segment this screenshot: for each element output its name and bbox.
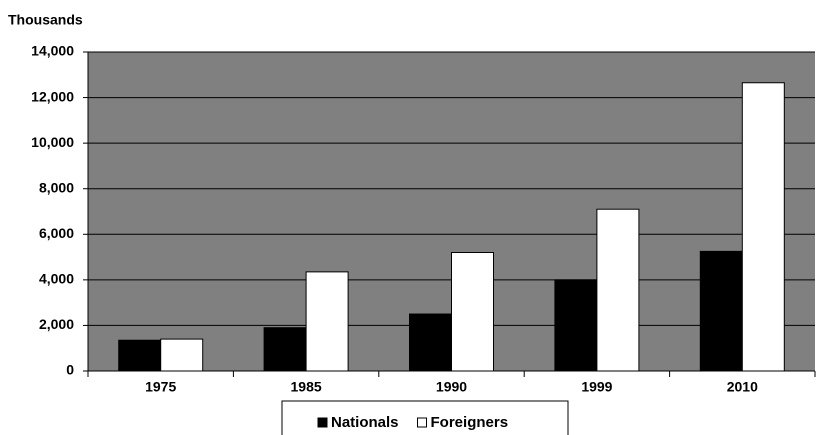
bar — [741, 82, 785, 372]
y-axis-label: Thousands — [8, 12, 83, 28]
bar — [263, 327, 307, 372]
bar — [118, 339, 162, 372]
bar — [305, 271, 349, 372]
y-tick-label: 0 — [66, 362, 74, 378]
bar — [699, 250, 743, 372]
x-tick-label: 1975 — [145, 379, 176, 395]
y-tick-label: 14,000 — [31, 43, 74, 59]
y-tick-label: 8,000 — [39, 179, 74, 195]
y-tick-label: 4,000 — [39, 271, 74, 287]
bar — [409, 313, 452, 372]
legend-swatch — [417, 417, 428, 428]
y-tick-label: 10,000 — [31, 134, 74, 150]
x-tick-label: 2010 — [727, 379, 758, 395]
legend-label: Nationals — [331, 414, 399, 431]
x-tick-label: 1990 — [436, 379, 467, 395]
y-tick-label: 12,000 — [31, 88, 74, 104]
x-tick-label: 1999 — [581, 379, 612, 395]
bar — [596, 208, 640, 372]
legend-swatch — [317, 417, 328, 428]
x-tick-label: 1985 — [291, 379, 322, 395]
bar — [554, 279, 598, 372]
legend-label: Foreigners — [431, 414, 509, 431]
y-tick-label: 6,000 — [39, 225, 74, 241]
bar — [451, 252, 494, 372]
bar — [160, 338, 204, 372]
y-tick-label: 2,000 — [39, 316, 74, 332]
